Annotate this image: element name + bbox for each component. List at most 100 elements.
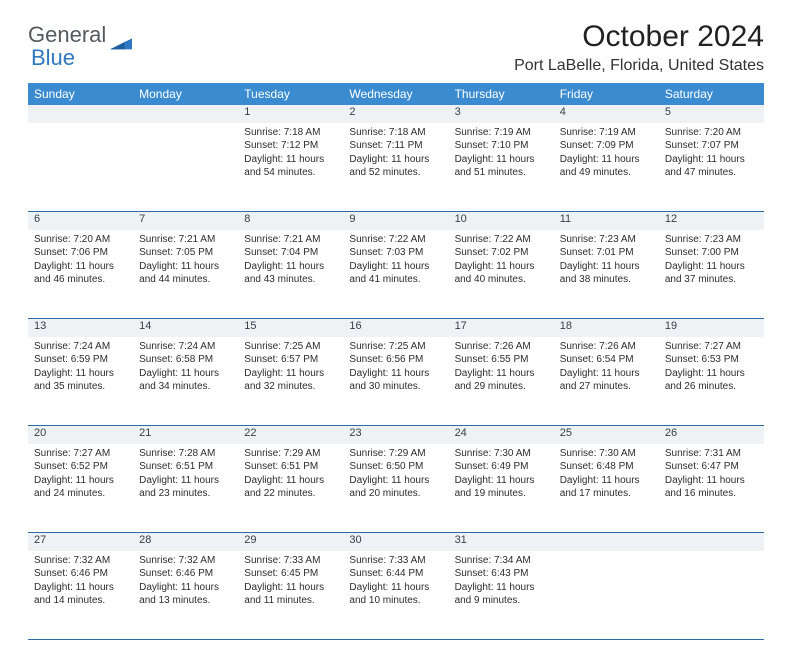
- month-title: October 2024: [514, 20, 764, 55]
- calendar-grid: Sunday Monday Tuesday Wednesday Thursday…: [28, 83, 764, 640]
- day-details: Sunrise: 7:33 AMSunset: 6:45 PMDaylight:…: [238, 551, 343, 614]
- day-details: Sunrise: 7:26 AMSunset: 6:54 PMDaylight:…: [554, 337, 659, 400]
- sunrise-line: Sunrise: 7:33 AM: [244, 554, 337, 568]
- day-number-cell: 7: [133, 211, 238, 230]
- day-cell: Sunrise: 7:21 AMSunset: 7:04 PMDaylight:…: [238, 230, 343, 319]
- day-details: Sunrise: 7:29 AMSunset: 6:51 PMDaylight:…: [238, 444, 343, 507]
- day-details: Sunrise: 7:34 AMSunset: 6:43 PMDaylight:…: [449, 551, 554, 614]
- day-number-row: 12345: [28, 105, 764, 123]
- day-number-cell: 31: [449, 532, 554, 551]
- day-cell: Sunrise: 7:34 AMSunset: 6:43 PMDaylight:…: [449, 551, 554, 640]
- sunrise-line: Sunrise: 7:24 AM: [139, 340, 232, 354]
- day-number-cell: 26: [659, 425, 764, 444]
- sunrise-line: Sunrise: 7:18 AM: [349, 126, 442, 140]
- daylight-line-1: Daylight: 11 hours: [139, 581, 232, 595]
- day-cell: Sunrise: 7:33 AMSunset: 6:45 PMDaylight:…: [238, 551, 343, 640]
- sunset-line: Sunset: 6:52 PM: [34, 460, 127, 474]
- sunrise-line: Sunrise: 7:19 AM: [560, 126, 653, 140]
- day-cell: Sunrise: 7:33 AMSunset: 6:44 PMDaylight:…: [343, 551, 448, 640]
- day-number-cell: 21: [133, 425, 238, 444]
- day-number-cell: 16: [343, 318, 448, 337]
- day-details: Sunrise: 7:18 AMSunset: 7:11 PMDaylight:…: [343, 123, 448, 186]
- day-details: Sunrise: 7:32 AMSunset: 6:46 PMDaylight:…: [133, 551, 238, 614]
- day-cell: Sunrise: 7:32 AMSunset: 6:46 PMDaylight:…: [133, 551, 238, 640]
- sunset-line: Sunset: 7:00 PM: [665, 246, 758, 260]
- brand-general: General: [28, 22, 106, 47]
- daylight-line-2: and 19 minutes.: [455, 487, 548, 501]
- day-number-cell: 30: [343, 532, 448, 551]
- sunset-line: Sunset: 6:46 PM: [34, 567, 127, 581]
- daylight-line-2: and 43 minutes.: [244, 273, 337, 287]
- daylight-line-2: and 51 minutes.: [455, 166, 548, 180]
- daylight-line-1: Daylight: 11 hours: [455, 581, 548, 595]
- daylight-line-1: Daylight: 11 hours: [244, 367, 337, 381]
- day-details: Sunrise: 7:24 AMSunset: 6:59 PMDaylight:…: [28, 337, 133, 400]
- sunrise-line: Sunrise: 7:20 AM: [665, 126, 758, 140]
- daylight-line-1: Daylight: 11 hours: [560, 474, 653, 488]
- sunset-line: Sunset: 7:11 PM: [349, 139, 442, 153]
- sunset-line: Sunset: 7:01 PM: [560, 246, 653, 260]
- day-number-cell: 4: [554, 105, 659, 123]
- daylight-line-2: and 44 minutes.: [139, 273, 232, 287]
- day-cell: Sunrise: 7:27 AMSunset: 6:53 PMDaylight:…: [659, 337, 764, 426]
- day-details: Sunrise: 7:32 AMSunset: 6:46 PMDaylight:…: [28, 551, 133, 614]
- weekday-header: Thursday: [449, 83, 554, 105]
- sunrise-line: Sunrise: 7:25 AM: [349, 340, 442, 354]
- day-cell: Sunrise: 7:18 AMSunset: 7:11 PMDaylight:…: [343, 123, 448, 212]
- day-cell: Sunrise: 7:23 AMSunset: 7:00 PMDaylight:…: [659, 230, 764, 319]
- sunrise-line: Sunrise: 7:28 AM: [139, 447, 232, 461]
- daylight-line-1: Daylight: 11 hours: [665, 153, 758, 167]
- sunrise-line: Sunrise: 7:32 AM: [139, 554, 232, 568]
- day-number-row: 13141516171819: [28, 318, 764, 337]
- day-details: Sunrise: 7:20 AMSunset: 7:07 PMDaylight:…: [659, 123, 764, 186]
- daylight-line-2: and 14 minutes.: [34, 594, 127, 608]
- daylight-line-1: Daylight: 11 hours: [244, 153, 337, 167]
- daylight-line-2: and 10 minutes.: [349, 594, 442, 608]
- sunrise-line: Sunrise: 7:20 AM: [34, 233, 127, 247]
- day-cell: Sunrise: 7:32 AMSunset: 6:46 PMDaylight:…: [28, 551, 133, 640]
- daylight-line-2: and 27 minutes.: [560, 380, 653, 394]
- day-details: Sunrise: 7:30 AMSunset: 6:49 PMDaylight:…: [449, 444, 554, 507]
- day-details: Sunrise: 7:29 AMSunset: 6:50 PMDaylight:…: [343, 444, 448, 507]
- daylight-line-2: and 22 minutes.: [244, 487, 337, 501]
- daylight-line-1: Daylight: 11 hours: [455, 367, 548, 381]
- daylight-line-2: and 35 minutes.: [34, 380, 127, 394]
- day-cell: Sunrise: 7:30 AMSunset: 6:48 PMDaylight:…: [554, 444, 659, 533]
- sunset-line: Sunset: 6:59 PM: [34, 353, 127, 367]
- daylight-line-1: Daylight: 11 hours: [244, 260, 337, 274]
- day-cell: Sunrise: 7:29 AMSunset: 6:51 PMDaylight:…: [238, 444, 343, 533]
- day-details: Sunrise: 7:27 AMSunset: 6:53 PMDaylight:…: [659, 337, 764, 400]
- weekday-header: Friday: [554, 83, 659, 105]
- daylight-line-2: and 26 minutes.: [665, 380, 758, 394]
- day-number-cell: 6: [28, 211, 133, 230]
- sunrise-line: Sunrise: 7:19 AM: [455, 126, 548, 140]
- day-number-cell: 28: [133, 532, 238, 551]
- daylight-line-1: Daylight: 11 hours: [139, 474, 232, 488]
- daylight-line-2: and 9 minutes.: [455, 594, 548, 608]
- day-number-cell: 13: [28, 318, 133, 337]
- daylight-line-2: and 47 minutes.: [665, 166, 758, 180]
- sunrise-line: Sunrise: 7:27 AM: [665, 340, 758, 354]
- sunset-line: Sunset: 6:48 PM: [560, 460, 653, 474]
- day-number-cell: [659, 532, 764, 551]
- day-number-cell: 23: [343, 425, 448, 444]
- week-row: Sunrise: 7:24 AM Sunset: 6:59 PM Daylight:…: [28, 337, 764, 426]
- day-details: Sunrise: 7:28 AMSunset: 6:51 PMDaylight:…: [133, 444, 238, 507]
- sunset-line: Sunset: 7:12 PM: [244, 139, 337, 153]
- day-details: Sunrise: 7:18 AMSunset: 7:12 PMDaylight:…: [238, 123, 343, 186]
- sunrise-line: Sunrise: 7:30 AM: [455, 447, 548, 461]
- daylight-line-1: Daylight: 11 hours: [34, 581, 127, 595]
- daylight-line-1: Daylight: 11 hours: [244, 581, 337, 595]
- week-row: Sunrise: 7:27 AMSunset: 6:52 PMDaylight:…: [28, 444, 764, 533]
- sunset-line: Sunset: 7:05 PM: [139, 246, 232, 260]
- weekday-header-row: Sunday Monday Tuesday Wednesday Thursday…: [28, 83, 764, 105]
- daylight-line-2: and 32 minutes.: [244, 380, 337, 394]
- daylight-line-1: Daylight: 11 hours: [560, 367, 653, 381]
- daylight-line-1: Daylight: 11 hours: [560, 153, 653, 167]
- day-details: Sunrise: 7:20 AMSunset: 7:06 PMDaylight:…: [28, 230, 133, 293]
- daylight-line-1: Daylight: 11 hours: [244, 474, 337, 488]
- day-number-cell: 2: [343, 105, 448, 123]
- day-details: Sunrise: 7:21 AMSunset: 7:05 PMDaylight:…: [133, 230, 238, 293]
- sunrise-line: Sunrise: 7:26 AM: [455, 340, 548, 354]
- sunrise-line: Sunrise: 7:34 AM: [455, 554, 548, 568]
